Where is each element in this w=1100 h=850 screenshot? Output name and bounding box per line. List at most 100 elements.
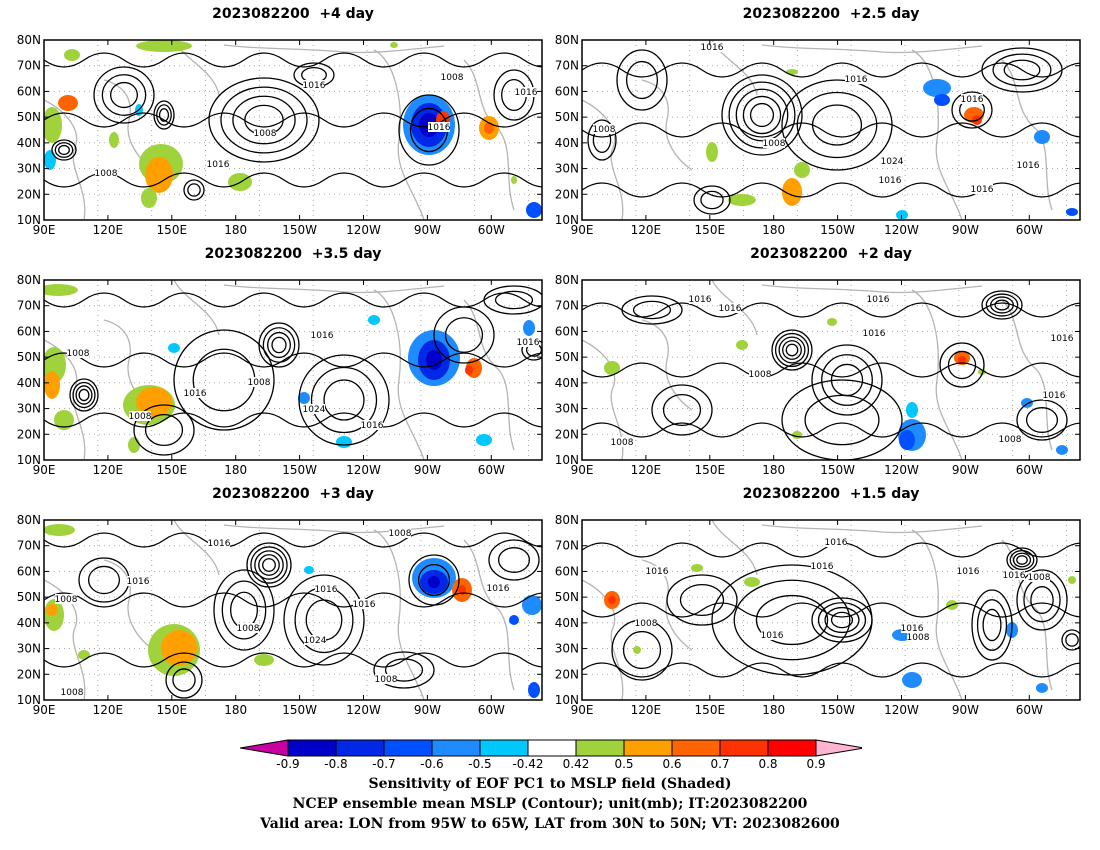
lat-tick-label: 80N — [555, 273, 579, 287]
sensitivity-shading — [109, 132, 119, 148]
coastline — [641, 79, 693, 171]
lat-tick-label: 80N — [17, 513, 41, 527]
sensitivity-shading — [44, 524, 75, 536]
lat-tick-label: 60N — [555, 324, 579, 338]
lon-tick-label: 60W — [478, 463, 505, 477]
lon-tick-label: 180 — [762, 223, 785, 237]
lat-tick-label: 10N — [555, 693, 579, 707]
lon-tick-label: 120E — [631, 463, 662, 477]
mslp-contour — [666, 574, 738, 626]
sensitivity-shading — [633, 646, 641, 654]
lat-tick-label: 40N — [17, 376, 41, 390]
lat-tick-label: 70N — [555, 539, 579, 553]
colorbar-segment — [383, 739, 433, 757]
colorbar-segment — [719, 739, 769, 757]
sensitivity-shading — [604, 361, 620, 375]
lon-tick-label: 180 — [762, 463, 785, 477]
mslp-contour — [44, 652, 542, 668]
mslp-contour — [582, 602, 1080, 618]
mslp-contour — [587, 119, 617, 161]
coastline — [582, 579, 624, 700]
contour-label: 1016 — [1043, 391, 1066, 401]
coastline — [761, 44, 983, 54]
mslp-contour — [101, 74, 147, 116]
sensitivity-shading — [523, 320, 535, 336]
mslp-contour — [72, 381, 96, 409]
mslp-contour — [1025, 407, 1059, 433]
lat-tick-label: 30N — [17, 402, 41, 416]
sensitivity-shading — [1066, 208, 1078, 216]
mslp-contour — [830, 611, 854, 629]
mslp-contour — [1006, 547, 1038, 573]
lat-tick-label: 50N — [17, 350, 41, 364]
sensitivity-shading — [58, 95, 78, 111]
colorbar-segment — [479, 739, 529, 757]
colorbar-tick-label: -0.5 — [468, 757, 492, 771]
lon-tick-label: 90E — [33, 703, 56, 717]
mslp-contour — [44, 412, 542, 428]
mslp-contour — [488, 539, 540, 581]
sensitivity-shading — [428, 576, 440, 588]
map-frame — [581, 519, 1081, 701]
sensitivity-shading — [336, 436, 352, 448]
contour-label: 1016 — [971, 185, 994, 195]
lon-tick-label: 150E — [157, 463, 188, 477]
mslp-contour — [44, 112, 542, 128]
mslp-contour — [582, 122, 1080, 138]
lon-tick-label: 90W — [952, 223, 979, 237]
contour-label: 1016 — [487, 584, 510, 594]
sensitivity-shading — [906, 402, 918, 418]
mslp-contour — [1003, 59, 1041, 81]
contour-label: 1016 — [127, 577, 150, 587]
lat-tick-label: 40N — [555, 376, 579, 390]
contour-label: 1008 — [441, 73, 464, 83]
contour-label: 1016 — [515, 88, 538, 98]
mslp-contour — [625, 60, 659, 100]
sensitivity-shading — [136, 387, 172, 417]
map-frame — [43, 279, 543, 461]
contour-label: 1008 — [907, 633, 930, 643]
lon-tick-label: 150E — [157, 223, 188, 237]
colorbar-segment — [671, 739, 721, 757]
mslp-contour — [1012, 552, 1032, 568]
contour-label: 1016 — [761, 631, 784, 641]
contour-label: 1016 — [1003, 571, 1026, 581]
lat-tick-label: 70N — [17, 59, 41, 73]
lat-tick-label: 20N — [555, 427, 579, 441]
colorbar-segment — [623, 739, 673, 757]
sensitivity-shading — [509, 615, 519, 625]
lat-tick-label: 20N — [555, 187, 579, 201]
panel-title-1: 2023082200 +4 day — [212, 6, 374, 22]
mslp-contour — [271, 336, 287, 354]
lat-tick-label: 20N — [555, 667, 579, 681]
colorbar-segment — [527, 739, 577, 757]
coastline — [582, 99, 624, 220]
mslp-contour — [582, 182, 1080, 198]
mslp-contour — [158, 108, 170, 122]
sensitivity-shading — [44, 150, 56, 170]
lon-tick-label: 120W — [884, 223, 919, 237]
colorbar-extend-max — [815, 739, 862, 757]
colorbar-tick-label: 0.8 — [758, 757, 778, 771]
contour-label: 1016 — [689, 295, 712, 305]
mslp-contour — [192, 348, 256, 412]
lon-tick-label: 90W — [952, 703, 979, 717]
contour-label: 1008 — [375, 675, 398, 685]
lon-tick-label: 120E — [93, 463, 124, 477]
panel-title-6: 2023082200 +1.5 day — [742, 486, 920, 502]
mslp-contour — [258, 554, 280, 576]
sensitivity-shading — [902, 672, 922, 688]
mslp-contour — [54, 142, 74, 158]
lon-tick-label: 180 — [224, 463, 247, 477]
mslp-contour — [267, 331, 291, 359]
coastline — [463, 59, 515, 211]
panel-title-3: 2023082200 +3.5 day — [204, 246, 382, 262]
mslp-contour — [939, 342, 985, 388]
mslp-contour — [283, 574, 365, 666]
contour-label: 1008 — [999, 435, 1022, 445]
map-frame — [581, 279, 1081, 461]
sensitivity-shading — [706, 142, 718, 162]
mslp-contour — [221, 580, 267, 640]
contour-label: 1016 — [719, 304, 742, 314]
sensitivity-shading — [522, 595, 542, 615]
